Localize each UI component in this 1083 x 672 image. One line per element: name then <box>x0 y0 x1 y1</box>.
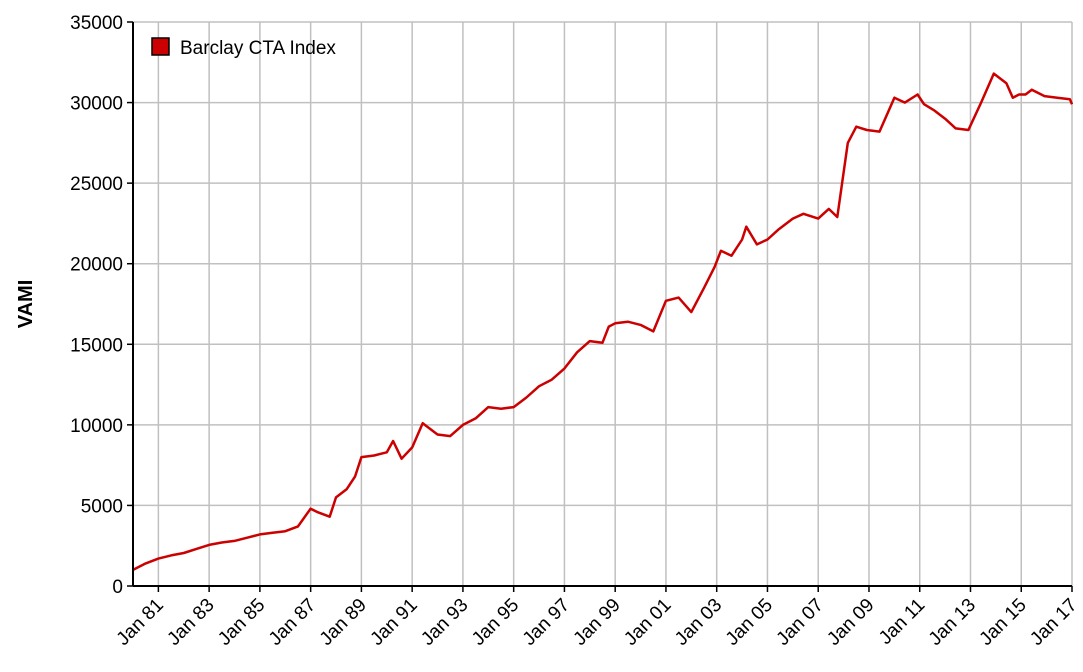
x-tick-label: Jan 15 <box>976 595 1031 650</box>
y-tick-label: 30000 <box>70 94 123 115</box>
x-tick-label: Jan 93 <box>417 595 472 650</box>
x-tick-label: Jan 83 <box>163 595 218 650</box>
y-tick-label: 25000 <box>70 174 123 195</box>
series-layer <box>132 72 1074 572</box>
legend-label: Barclay CTA Index <box>180 38 336 59</box>
y-tick-label: 20000 <box>70 255 123 276</box>
x-tick-label: Jan 81 <box>113 595 168 650</box>
y-tick-label: 35000 <box>70 13 123 34</box>
y-tick-label: 15000 <box>70 335 123 356</box>
y-tick-label: 5000 <box>81 496 123 517</box>
legend-swatch <box>151 37 170 56</box>
x-tick-label: Jan 95 <box>468 595 523 650</box>
y-ticks: 0 5000 10000 15000 20000 25000 30000 35000 <box>70 13 133 598</box>
y-axis-label: VAMI <box>15 280 37 329</box>
x-tick-label: Jan 09 <box>823 595 878 650</box>
grid <box>133 21 1073 587</box>
y-tick-label: 0 <box>112 577 123 598</box>
series-line <box>132 72 1074 572</box>
x-tick-label: Jan 01 <box>620 595 675 650</box>
x-tick-label: Jan 13 <box>925 595 980 650</box>
x-tick-label: Jan 07 <box>773 595 828 650</box>
axes <box>132 22 1072 587</box>
legend: Barclay CTA Index <box>151 37 336 59</box>
x-tick-label: Jan 97 <box>519 595 574 650</box>
x-tick-label: Jan 91 <box>367 595 422 650</box>
x-tick-label: Jan 03 <box>671 595 726 650</box>
x-tick-label: Jan 87 <box>265 595 320 650</box>
x-tick-label: Jan 89 <box>316 595 371 650</box>
x-tick-label: Jan 11 <box>875 595 929 649</box>
y-tick-label: 10000 <box>70 416 123 437</box>
x-tick-label: Jan 99 <box>570 595 625 650</box>
x-tick-label: Jan 05 <box>722 595 777 650</box>
x-tick-label: Jan 85 <box>214 595 269 650</box>
x-tick-label: Jan 17 <box>1026 595 1081 650</box>
